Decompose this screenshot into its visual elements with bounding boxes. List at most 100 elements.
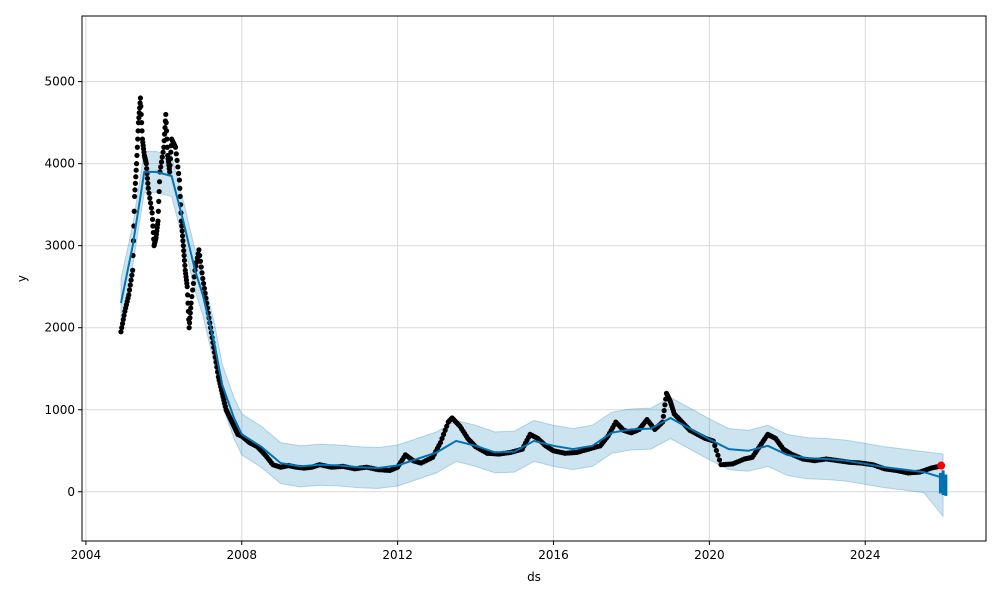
y-tick-label: 5000 [44,75,75,89]
observed-point [179,233,186,239]
observed-point [129,272,135,278]
observed-point [441,431,447,437]
observed-point [139,128,145,134]
y-axis-ticks: 0 1000 2000 3000 4000 5000 [44,75,82,499]
observed-point [149,210,155,216]
forecast-tail [938,470,948,496]
observed-point [200,275,206,282]
observed-point [134,152,140,159]
observed-point [133,167,139,173]
observed-point [660,413,666,419]
observed-point [156,188,162,195]
observed-point [139,120,145,126]
observed-point [190,280,197,287]
observed-point [120,316,126,323]
observed-point [197,252,203,259]
observed-point [197,258,204,264]
y-tick-label: 1000 [44,403,75,417]
x-axis-title: ds [527,570,541,584]
observed-point [181,252,187,259]
observed-point [179,228,185,234]
observed-point [187,315,193,321]
observed-point [168,149,174,155]
observed-point [196,247,202,253]
observed-point [132,180,138,186]
observed-point [198,264,204,270]
observed-point [182,262,188,268]
observed-point [187,310,193,316]
observed-point [155,208,161,214]
observed-point [202,290,208,296]
observed-point [715,452,721,458]
observed-point [137,95,144,101]
observed-point [184,292,191,298]
observed-point [163,111,169,118]
observed-point [158,159,165,165]
observed-point [127,282,133,288]
observed-point [439,435,445,442]
forecast-line-path [120,170,944,479]
observed-point [118,329,124,335]
last-observed-point [937,461,946,470]
x-tick-label: 2024 [850,548,881,562]
observed-point [179,223,185,229]
observed-point [176,170,182,177]
observed-point [148,205,154,211]
observed-point [135,136,141,142]
observed-point [130,267,136,273]
observed-point [119,321,126,327]
observed-point [662,402,668,408]
y-tick-label: 0 [67,485,75,499]
observed-point [133,161,140,167]
observed-point [186,325,192,331]
observed-point [147,195,153,201]
observed-point [181,248,187,254]
x-tick-label: 2020 [694,548,725,562]
observed-point [191,274,197,280]
observed-point [156,179,163,185]
observed-point [145,180,151,186]
observed-point [126,287,133,293]
observed-point [190,287,196,293]
observed-point [158,164,164,170]
observed-point [188,305,194,311]
x-axis-ticks: 2004 2008 2012 2016 2020 2024 [71,541,881,562]
observed-point [442,427,448,433]
observed-point [163,120,169,126]
observed-point [160,149,166,155]
observed-point [177,193,183,200]
observed-point [144,165,150,172]
forecast-line [120,170,944,479]
observed-point [164,136,170,142]
y-axis-title: y [15,275,29,282]
observed-point [150,223,156,229]
observed-point [661,407,667,414]
observed-point [149,216,156,223]
observed-point [189,293,195,300]
observed-point [138,111,144,118]
observed-point [132,193,138,200]
observed-point [144,175,151,182]
grid-lines [82,16,986,541]
uncertainty-band [120,150,944,518]
observed-point [177,185,183,191]
observed-point [193,259,200,265]
observed-point [174,157,180,163]
observed-point [176,177,183,183]
observed-point [188,300,194,306]
x-tick-label: 2012 [382,548,413,562]
plot-frame [81,15,987,542]
observed-point [201,285,207,291]
observed-point [175,164,181,170]
observed-point [121,312,127,319]
observed-point [173,151,179,157]
observed-point [146,190,152,196]
observed-point [444,423,450,429]
observed-point [156,198,162,204]
uncertainty-band-area [120,150,944,518]
observed-point [131,208,137,214]
observed-point [716,457,723,463]
observed-point [181,257,188,264]
